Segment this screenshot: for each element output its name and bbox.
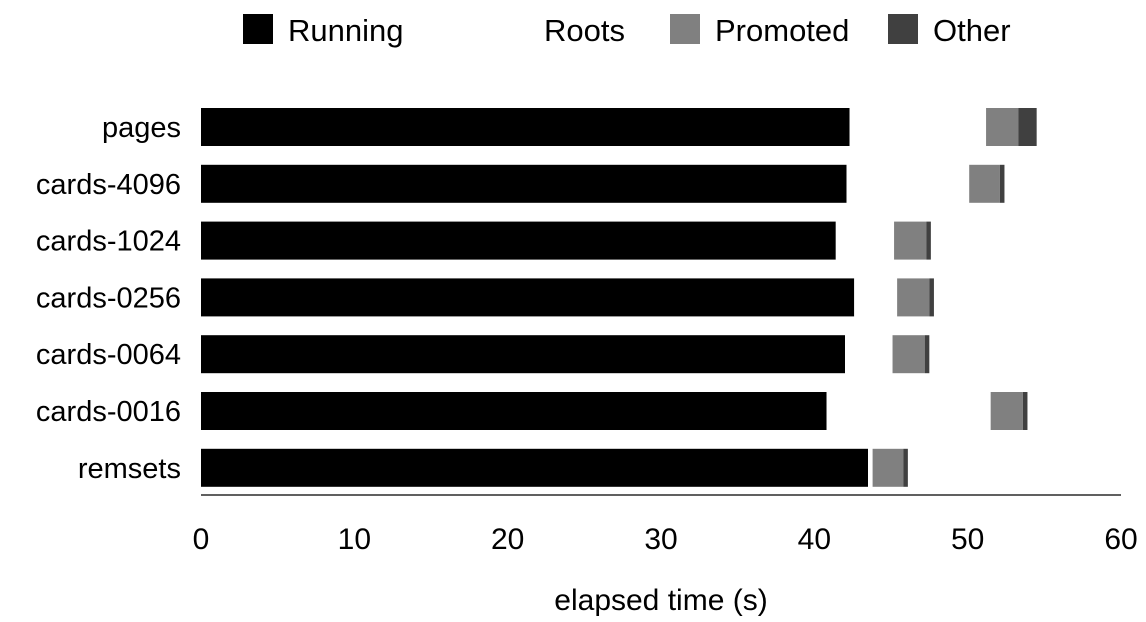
bar-cards-0016-promoted — [990, 392, 1023, 430]
legend-label-promoted: Promoted — [715, 13, 849, 48]
legend-label-roots: Roots — [544, 13, 625, 48]
bar-cards-1024-promoted — [894, 221, 927, 260]
bar-cards-0064-running — [201, 335, 845, 374]
x-tick-label-40: 40 — [798, 523, 831, 556]
category-label-cards-0064: cards-0064 — [36, 339, 181, 371]
bar-cards-0064-promoted — [892, 335, 925, 374]
bar-cards-1024-running — [201, 221, 836, 260]
x-tick-label-0: 0 — [193, 523, 210, 556]
category-label-remsets: remsets — [78, 453, 181, 485]
legend-item-roots: Roots — [499, 13, 625, 48]
category-label-pages: pages — [102, 112, 181, 144]
category-labels: pages cards-4096 cards-1024 cards-0256 cards… — [36, 112, 181, 485]
legend-swatch-promoted — [670, 14, 700, 44]
bar-cards-4096-other — [999, 164, 1005, 203]
legend-item-running: Running — [243, 13, 403, 48]
bar-remsets-running — [201, 448, 868, 487]
bar-row-cards-4096 — [201, 164, 1005, 203]
bar-row-remsets — [201, 448, 908, 487]
x-tick-label-10: 10 — [338, 523, 371, 556]
bar-cards-0016-running — [201, 392, 827, 430]
bar-row-cards-0016 — [201, 392, 1028, 430]
bar-remsets-roots — [868, 448, 873, 487]
x-tick-label-30: 30 — [644, 523, 677, 556]
bar-cards-1024-roots — [835, 221, 895, 260]
bar-row-cards-1024 — [201, 221, 931, 260]
bar-cards-4096-running — [201, 164, 847, 203]
legend-label-other: Other — [933, 13, 1011, 48]
bar-pages-promoted — [986, 108, 1019, 146]
category-label-cards-0256: cards-0256 — [36, 282, 181, 314]
x-axis-title: elapsed time (s) — [554, 584, 767, 617]
category-label-cards-1024: cards-1024 — [36, 226, 181, 258]
category-label-cards-0016: cards-0016 — [36, 396, 181, 428]
category-label-cards-4096: cards-4096 — [36, 169, 181, 201]
bar-cards-0256-running — [201, 278, 855, 317]
x-tick-label-60: 60 — [1104, 523, 1137, 556]
bars — [201, 108, 1037, 487]
bar-cards-0016-roots — [826, 392, 991, 430]
bar-cards-1024-other — [926, 221, 931, 260]
bar-row-pages — [201, 108, 1037, 146]
bar-cards-0016-other — [1022, 392, 1028, 430]
legend: Running Roots Promoted Other — [243, 13, 1011, 48]
bar-row-cards-0064 — [201, 335, 930, 374]
bar-remsets-promoted — [872, 448, 904, 487]
bar-cards-4096-roots — [846, 164, 970, 203]
x-tick-labels: 0 10 20 30 40 50 60 — [193, 523, 1138, 556]
bar-row-cards-0256 — [201, 278, 934, 317]
legend-item-other: Other — [888, 13, 1011, 48]
legend-swatch-roots — [499, 14, 529, 44]
bar-cards-0256-promoted — [897, 278, 930, 317]
legend-swatch-other — [888, 14, 918, 44]
legend-item-promoted: Promoted — [670, 13, 849, 48]
bar-cards-0064-other — [924, 335, 930, 374]
x-tick-label-20: 20 — [491, 523, 524, 556]
bar-cards-0064-roots — [845, 335, 893, 374]
bar-pages-running — [201, 108, 850, 146]
bar-cards-4096-promoted — [969, 164, 1000, 203]
legend-swatch-running — [243, 14, 273, 44]
bar-cards-0256-roots — [854, 278, 898, 317]
bar-cards-0256-other — [929, 278, 934, 317]
x-tick-label-50: 50 — [951, 523, 984, 556]
bar-remsets-other — [903, 448, 908, 487]
bar-pages-other — [1018, 108, 1037, 146]
bar-pages-roots — [849, 108, 987, 146]
legend-label-running: Running — [288, 13, 403, 48]
